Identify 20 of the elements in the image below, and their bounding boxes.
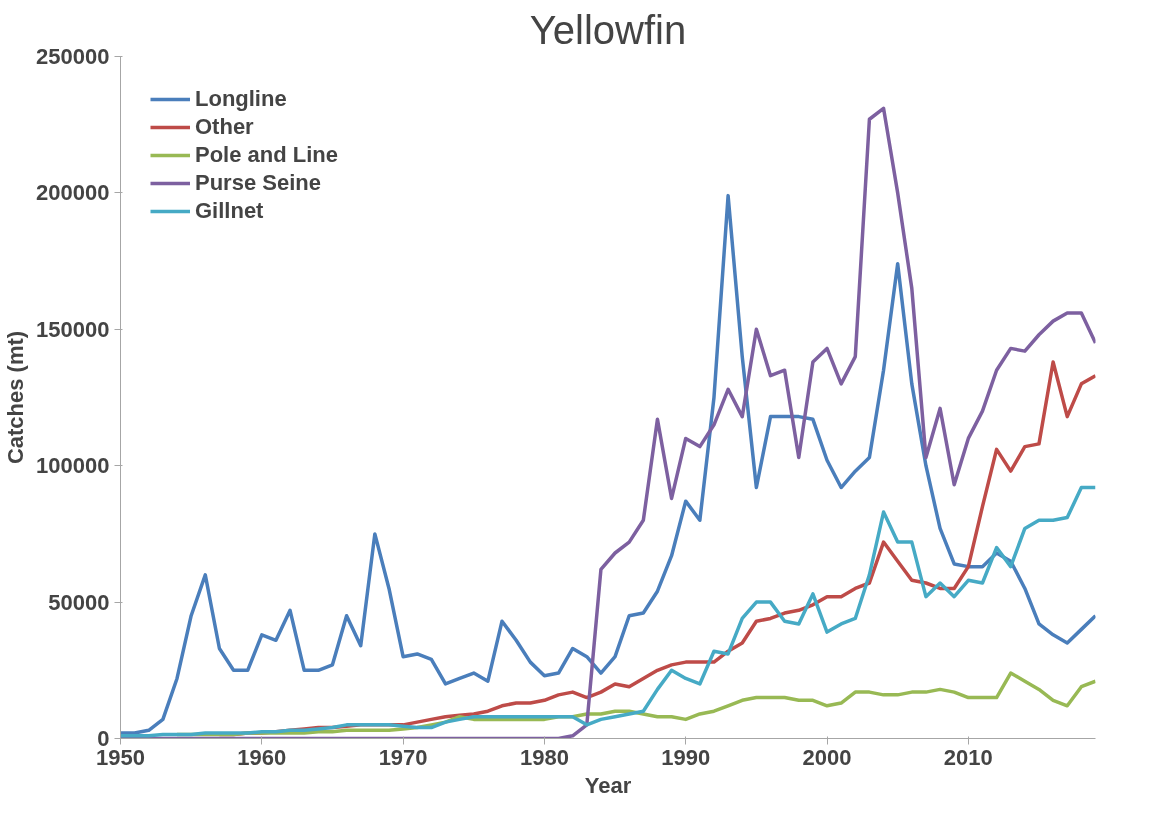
- y-tick-label: 200000: [36, 180, 110, 206]
- x-axis-title: Year: [584, 772, 632, 798]
- y-tick-label: 250000: [36, 44, 110, 69]
- legend-label: Pole and Line: [195, 142, 339, 168]
- y-tick-label: 0: [97, 726, 110, 751]
- y-tick-label: 150000: [36, 316, 110, 342]
- x-tick-label: 2010: [943, 744, 993, 770]
- legend-label: Gillnet: [195, 198, 264, 224]
- legend-label: Purse Seine: [195, 170, 321, 196]
- y-tick-label: 50000: [48, 589, 110, 615]
- chart-title: Yellowfin: [529, 7, 687, 52]
- y-axis-title: Catches (mt): [3, 330, 29, 465]
- x-tick-label: 1960: [237, 744, 287, 770]
- y-tick-label: 100000: [36, 453, 110, 479]
- x-tick-label: 2000: [802, 744, 852, 770]
- x-tick-label: 1980: [519, 744, 569, 770]
- legend-label: Other: [195, 114, 254, 140]
- legend-label: Longline: [195, 86, 287, 112]
- x-tick-label: 1990: [661, 744, 711, 770]
- x-tick-label: 1970: [378, 744, 428, 770]
